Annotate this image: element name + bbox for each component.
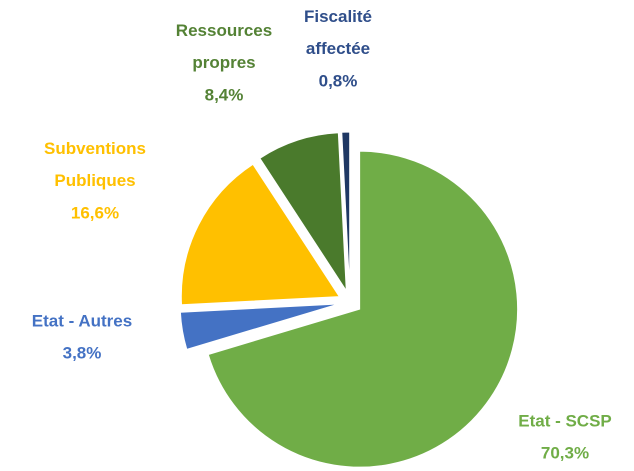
- pie-slice: [179, 303, 339, 350]
- slice-value-label: 3,8%: [63, 343, 102, 362]
- pie-slice: [259, 132, 347, 293]
- pie-slice: [341, 131, 351, 291]
- slice-value-label: 0,8%: [319, 71, 358, 90]
- pie-slice: [207, 150, 519, 468]
- slice-value-label: 8,4%: [205, 85, 244, 104]
- slice-label: Etat - SCSP: [518, 411, 612, 430]
- slice-label: Ressources propres: [176, 21, 272, 72]
- slice-value-label: 16,6%: [71, 203, 119, 222]
- pie-slice: [180, 163, 341, 306]
- slice-value-label: 70,3%: [541, 443, 589, 462]
- slice-label: Subventions Publiques: [44, 139, 146, 190]
- slice-label: Fiscalité affectée: [304, 7, 372, 58]
- slice-label: Etat - Autres: [32, 311, 132, 330]
